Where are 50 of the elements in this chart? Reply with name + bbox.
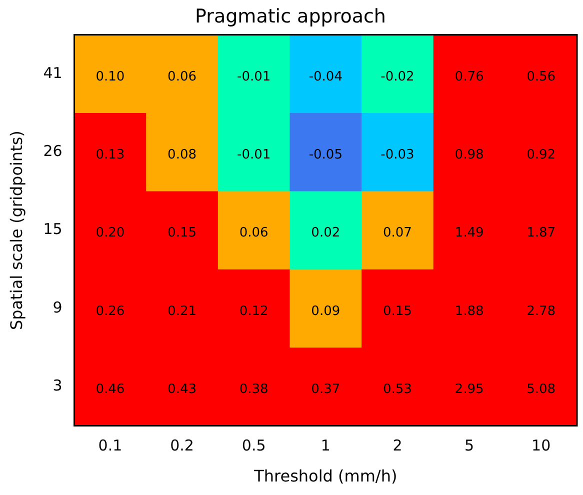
data-label: 0.15	[382, 304, 412, 319]
data-label: 2.78	[526, 304, 556, 319]
data-label: 1.49	[454, 226, 484, 241]
x-tick-label: 10	[532, 436, 551, 455]
chart-title: Pragmatic approach	[195, 5, 386, 28]
data-label: -0.02	[380, 69, 414, 84]
data-label: 0.53	[382, 382, 412, 398]
data-label: 0.15	[168, 226, 196, 241]
x-tick-label: 2	[392, 436, 402, 455]
data-label: 5.08	[526, 382, 556, 398]
data-label: 0.37	[311, 382, 340, 398]
data-label: 0.38	[239, 382, 268, 398]
x-axis-title: Threshold (mm/h)	[253, 466, 398, 486]
x-tick-label: 1	[320, 436, 330, 455]
data-label: 0.76	[454, 69, 484, 84]
data-label: 0.06	[239, 226, 268, 241]
data-label: -0.01	[237, 69, 271, 84]
data-label: 0.08	[168, 147, 196, 162]
data-label: 0.09	[311, 304, 340, 319]
data-label: 1.87	[526, 226, 556, 241]
data-label: -0.03	[380, 147, 414, 162]
data-label: 0.06	[168, 69, 196, 84]
data-label: 0.21	[168, 304, 196, 319]
data-label: 0.10	[96, 69, 125, 84]
x-tick-label: 0.1	[98, 436, 122, 455]
data-label: 0.13	[96, 147, 125, 162]
y-tick-label: 26	[43, 142, 62, 160]
data-label: 0.43	[168, 382, 196, 398]
data-label: 1.88	[454, 304, 484, 319]
x-tick-label: 0.5	[242, 436, 266, 455]
data-label: 0.20	[96, 226, 125, 241]
data-label: 0.12	[239, 304, 268, 319]
x-tick-label: 5	[464, 436, 474, 455]
y-tick-label: 3	[52, 376, 62, 395]
data-label: 0.02	[311, 226, 340, 241]
data-label: 0.26	[96, 304, 125, 319]
data-label: 0.56	[526, 69, 556, 84]
x-tick-label: 0.2	[170, 436, 194, 455]
data-label: -0.05	[308, 147, 342, 162]
data-label: 0.98	[454, 147, 484, 162]
y-tick-label: 9	[52, 298, 62, 316]
y-axis-title: Spatial scale (gridpoints)	[6, 130, 26, 330]
data-label: -0.01	[237, 147, 271, 162]
data-label: 2.95	[454, 382, 484, 398]
data-label: 0.46	[96, 382, 125, 398]
y-tick-label: 15	[43, 220, 62, 238]
y-tick-label: 41	[43, 64, 62, 82]
data-label: 0.07	[382, 226, 412, 241]
data-label: 0.92	[526, 147, 556, 162]
data-label: -0.04	[308, 69, 342, 84]
